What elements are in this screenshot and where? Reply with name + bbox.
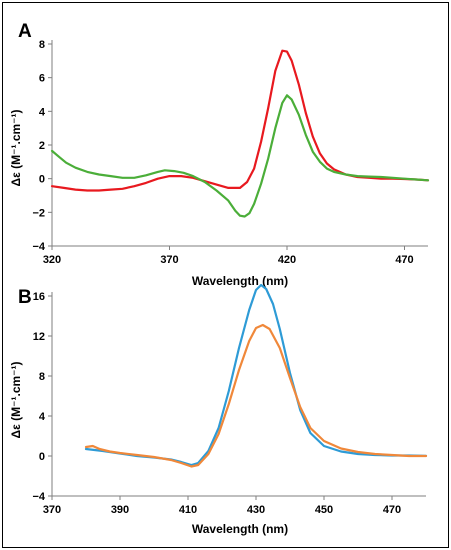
panel-a-label: A — [18, 21, 32, 42]
panel-b-y-tick-label: 16 — [33, 291, 45, 303]
panel-b-x-tick-label: 390 — [111, 504, 129, 516]
panel-a-x-tick-label: 370 — [160, 254, 178, 266]
panel-a-y-tick-label: 8 — [39, 39, 45, 51]
panel-b-x-axis-title: Wavelength (nm) — [192, 522, 288, 536]
panel-a-plot-area: −4 −2 0 2 4 6 8 320 370 420 470 — [32, 39, 430, 266]
panel-b-series-2-line — [84, 323, 428, 468]
panel-b-y-tick-label: −4 — [32, 491, 45, 503]
panel-b-plot-area: −4 0 4 8 12 16 370 390 410 430 450 470 — [32, 283, 428, 516]
panel-a-y-tick-label: 2 — [39, 140, 45, 152]
panel-b-y-axis-title: Δε (M⁻¹.cm⁻¹) — [9, 362, 23, 439]
panel-b-x-tick-label: 370 — [43, 504, 61, 516]
panel-a-series-2-line — [50, 94, 430, 218]
panel-a-y-tick-label: −4 — [32, 241, 45, 253]
panel-a-x-tick-label: 320 — [43, 254, 61, 266]
panel-a-y-tick-label: 6 — [39, 73, 45, 85]
panel-b-y-tick-label: 12 — [33, 331, 45, 343]
panel-a-y-axis-title: Δε (M⁻¹.cm⁻¹) — [9, 110, 23, 187]
panel-b-x-tick-label: 470 — [383, 504, 401, 516]
panel-a-x-tick-label: 420 — [278, 254, 296, 266]
panel-b-x-tick-label: 430 — [247, 504, 265, 516]
panel-b-x-tick-label: 410 — [179, 504, 197, 516]
panel-a-y-tick-label: 4 — [39, 106, 46, 118]
panel-a-x-axis-title: Wavelength (nm) — [192, 274, 288, 288]
panel-b-y-tick-label: 0 — [39, 451, 45, 463]
panel-b-y-tick-label: 4 — [39, 411, 46, 423]
panel-a-y-tick-label: 0 — [39, 174, 45, 186]
panel-b-label: B — [18, 287, 32, 308]
panel-b-x-tick-label: 450 — [315, 504, 333, 516]
panel-b-y-tick-label: 8 — [39, 371, 45, 383]
panel-a-x-tick-label: 470 — [395, 254, 413, 266]
panel-a-y-tick-label: −2 — [32, 207, 45, 219]
panel-b: B −4 0 4 8 12 16 370 390 410 430 450 470 Wavelength… — [9, 283, 428, 536]
